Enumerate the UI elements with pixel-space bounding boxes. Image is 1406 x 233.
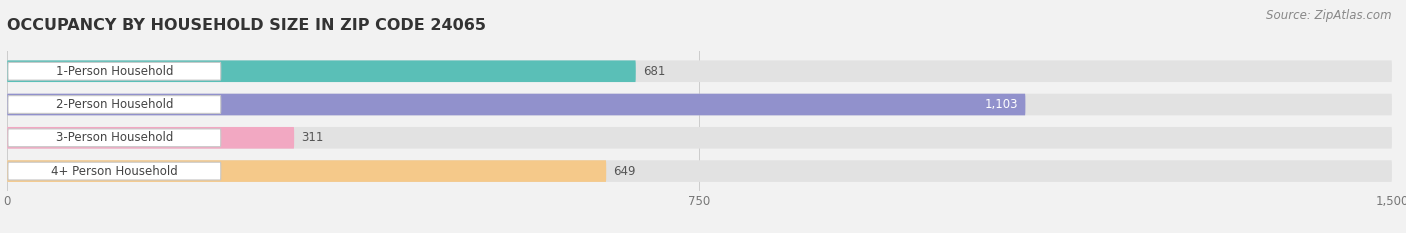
Text: 311: 311 xyxy=(301,131,323,144)
FancyBboxPatch shape xyxy=(7,94,1392,115)
FancyBboxPatch shape xyxy=(7,94,1025,115)
Text: OCCUPANCY BY HOUSEHOLD SIZE IN ZIP CODE 24065: OCCUPANCY BY HOUSEHOLD SIZE IN ZIP CODE … xyxy=(7,18,486,33)
Text: 3-Person Household: 3-Person Household xyxy=(56,131,173,144)
Text: 1,103: 1,103 xyxy=(984,98,1018,111)
FancyBboxPatch shape xyxy=(7,160,1392,182)
Text: 4+ Person Household: 4+ Person Household xyxy=(51,164,177,178)
FancyBboxPatch shape xyxy=(7,160,606,182)
FancyBboxPatch shape xyxy=(8,129,221,147)
FancyBboxPatch shape xyxy=(8,162,221,180)
FancyBboxPatch shape xyxy=(8,62,221,80)
FancyBboxPatch shape xyxy=(8,96,221,113)
FancyBboxPatch shape xyxy=(7,127,1392,149)
Text: 649: 649 xyxy=(613,164,636,178)
Text: 681: 681 xyxy=(643,65,665,78)
Text: Source: ZipAtlas.com: Source: ZipAtlas.com xyxy=(1267,9,1392,22)
Text: 2-Person Household: 2-Person Household xyxy=(56,98,173,111)
Text: 1-Person Household: 1-Person Household xyxy=(56,65,173,78)
FancyBboxPatch shape xyxy=(7,60,1392,82)
FancyBboxPatch shape xyxy=(7,60,636,82)
FancyBboxPatch shape xyxy=(7,127,294,149)
